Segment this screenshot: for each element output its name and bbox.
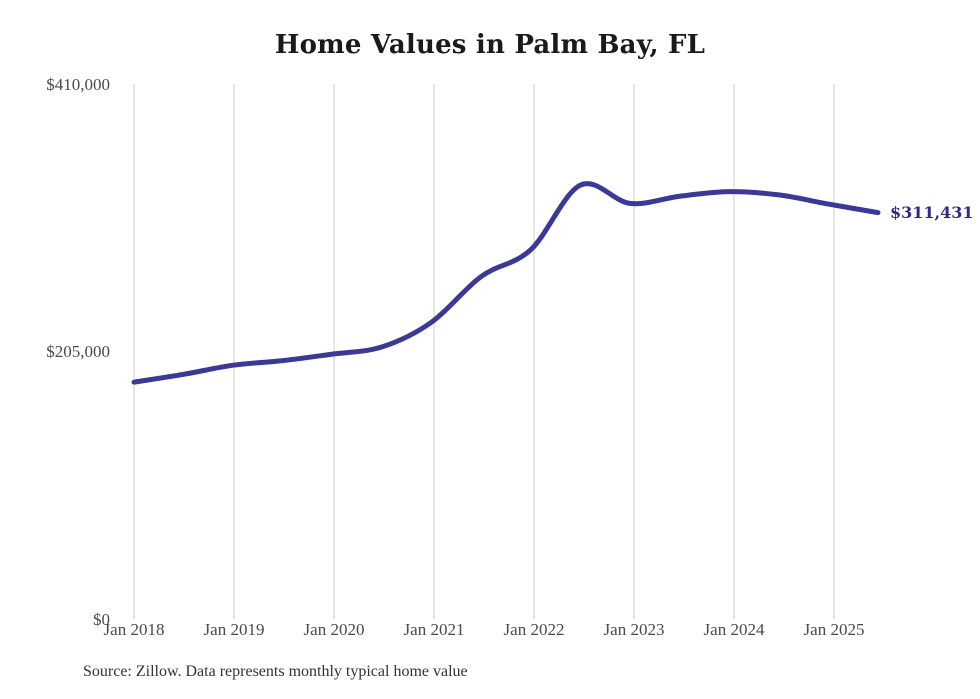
- y-axis-tick-label: $0: [93, 610, 110, 629]
- gridline-group: [133, 84, 835, 619]
- y-axis-tick-label: $410,000: [46, 75, 110, 94]
- x-axis-tick-label: Jan 2021: [403, 620, 465, 639]
- page-title: Home Values in Palm Bay, FL: [274, 30, 706, 60]
- x-axis-tick-label: Jan 2020: [303, 620, 365, 639]
- x-axis-tick-label: Jan 2024: [703, 620, 765, 639]
- series-line-0: [131, 181, 881, 385]
- x-axis-tick-label: Jan 2023: [603, 620, 665, 639]
- x-axis-tick-label: Jan 2022: [503, 620, 565, 639]
- x-axis-tick-label: Jan 2019: [203, 620, 265, 639]
- source-note: Source: Zillow. Data represents monthly …: [83, 663, 468, 680]
- x-axis-tick-label: Jan 2025: [803, 620, 865, 639]
- data-series-group: [131, 181, 881, 385]
- end-value-annotation: $311,431: [890, 202, 974, 222]
- x-axis-tick-label: Jan 2018: [103, 620, 165, 639]
- y-axis-tick-label: $205,000: [46, 342, 110, 361]
